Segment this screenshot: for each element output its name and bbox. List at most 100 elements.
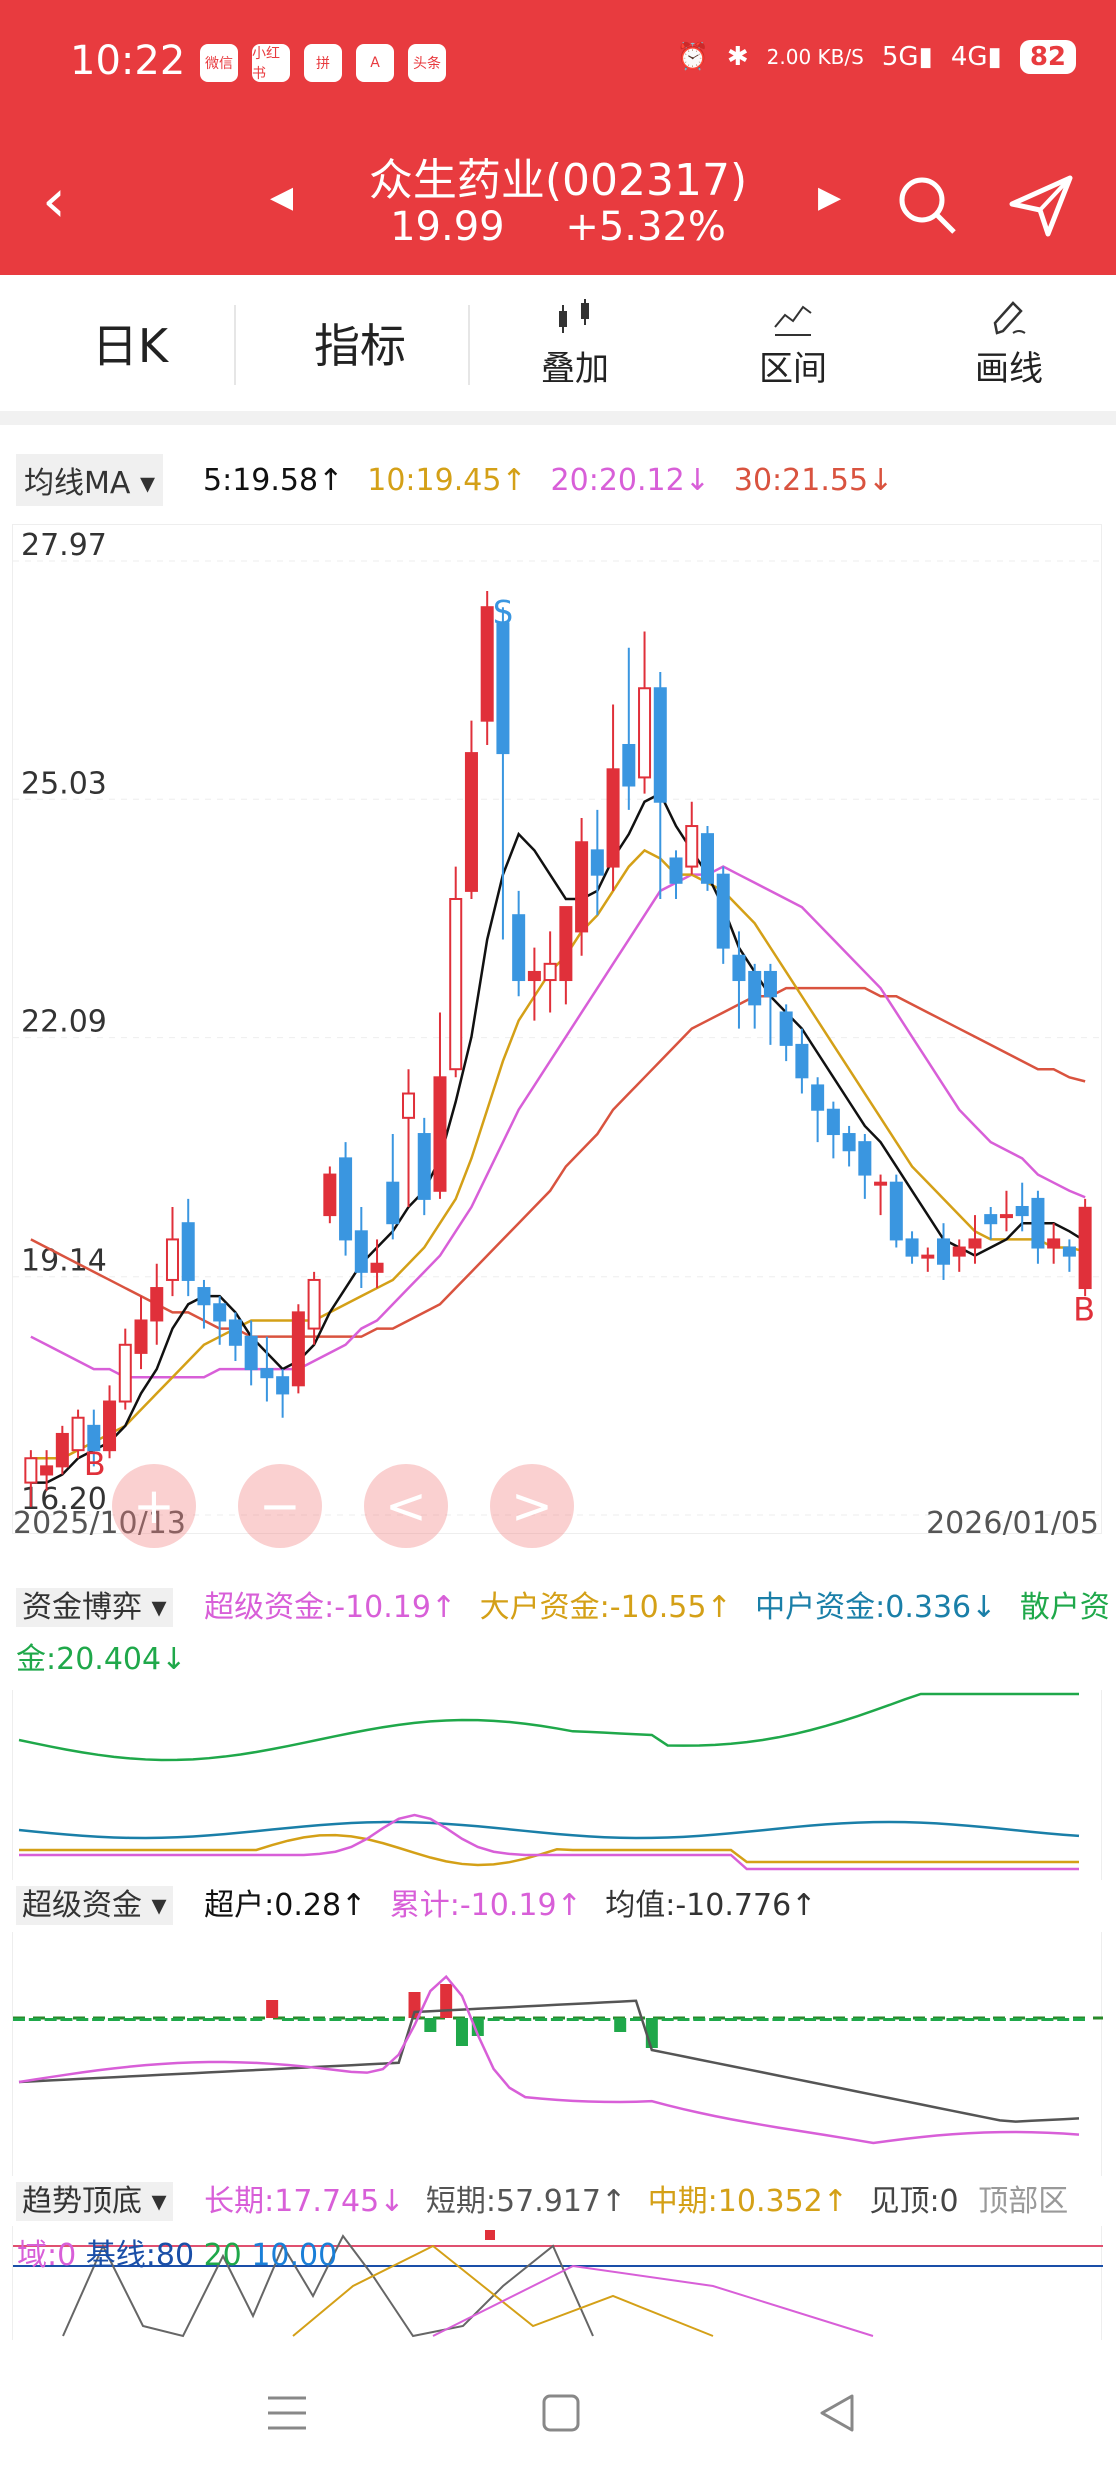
super-capital-bar	[76, 2018, 89, 2021]
y-tick-label: 16.20	[21, 1482, 107, 1517]
mean-value: 均值:-10.776↑	[605, 1888, 817, 1923]
menu-icon[interactable]	[262, 2388, 312, 2438]
candle-body	[889, 1181, 903, 1241]
sell-mark: S	[493, 593, 513, 631]
super-capital-bar	[202, 2018, 215, 2021]
candle-body	[433, 1076, 447, 1192]
trend-mid-value: 中期:10.352↑	[647, 2184, 848, 2219]
super-capital-bar	[677, 2018, 690, 2021]
candle-body	[874, 1181, 888, 1186]
indicator-label: 指标	[314, 319, 406, 373]
super-capital-bar	[566, 2018, 579, 2021]
capital-game-selector[interactable]: 资金博弈 ▾	[16, 1588, 173, 1627]
super-capital-bar	[867, 2018, 880, 2021]
indicator-button[interactable]: 指标	[260, 275, 460, 411]
super-capital-bar	[1057, 2018, 1070, 2021]
trend-selector[interactable]: 趋势顶底 ▾	[16, 2182, 173, 2221]
candle-body	[952, 1246, 966, 1257]
candle-body	[653, 687, 667, 803]
candle-body	[291, 1311, 305, 1387]
super-capital-legend: 超级资金 ▾ 超户:0.28↑ 累计:-10.19↑ 均值:-10.776↑	[0, 1880, 1116, 1932]
super-capital-bar	[107, 2018, 120, 2021]
candle-body	[244, 1335, 258, 1371]
super-capital-bar	[503, 2018, 516, 2021]
scroll-left-button[interactable]: <	[364, 1464, 448, 1548]
share-icon[interactable]	[1006, 170, 1076, 240]
alipay-icon: A	[356, 44, 394, 82]
range-button[interactable]: 区间	[728, 275, 858, 411]
candle-body	[417, 1133, 431, 1200]
capital-game-name: 资金博弈	[22, 1590, 142, 1625]
ma5-line	[30, 791, 1086, 1484]
period-label: 日K	[91, 319, 169, 373]
super-capital-bar	[1025, 2018, 1038, 2021]
super-capital-bar	[772, 2018, 785, 2021]
ma10-value: 10:19.45↑	[367, 462, 527, 498]
trend-long-value: 长期:17.745↓	[204, 2184, 405, 2219]
home-icon[interactable]	[536, 2388, 586, 2438]
back-icon[interactable]: ‹	[42, 166, 66, 236]
xiaohongshu-icon: 小红书	[252, 44, 290, 82]
trend-name: 趋势顶底	[22, 2184, 142, 2219]
trend-mid-line	[292, 2244, 714, 2337]
super-capital-bar	[709, 2018, 722, 2021]
trend-10-label: 10.00	[251, 2238, 338, 2273]
candle-body	[826, 1108, 840, 1136]
mean-line	[18, 1999, 1080, 2123]
kline-chart[interactable]: 27.97 25.03 22.09 19.14 16.20 B S B 2025/10/13 20…	[12, 524, 1103, 1541]
super-capital-bar	[614, 2018, 627, 2032]
super-capital-bar	[993, 2018, 1006, 2021]
trend-svg	[13, 2230, 1103, 2338]
status-bar: 10:22 微信 小红书 拼 A 头条 ⏰ ✱ 2.00 KB/S 5G▮ 4G…	[0, 0, 1116, 130]
candle-body	[1031, 1197, 1045, 1249]
super-capital-name: 超级资金	[22, 1888, 142, 1923]
super-capital-bar	[281, 2018, 294, 2021]
candle-body	[1078, 1206, 1092, 1290]
super-capital-bar	[60, 2018, 73, 2021]
candle-body	[165, 1238, 179, 1281]
super-capital-bar	[187, 2018, 200, 2021]
super-capital-bar	[535, 2018, 548, 2021]
overlay-button[interactable]: 叠加	[510, 275, 640, 411]
candle-body	[669, 857, 683, 884]
top-signal-mark	[485, 2230, 495, 2240]
next-stock-icon[interactable]: ▶	[818, 180, 842, 215]
trend-short-value: 短期:57.917↑	[425, 2184, 627, 2219]
super-capital-bar	[297, 2018, 310, 2021]
super-capital-bar	[550, 2018, 563, 2021]
super-capital-bar	[234, 2018, 247, 2021]
trend-domain-label: 域:0	[17, 2238, 77, 2273]
stock-change: +5.32%	[565, 204, 726, 250]
candle-body	[370, 1262, 384, 1273]
retail-capital-value: 散户资金:20.404↓	[16, 1590, 1110, 1677]
capital-line	[19, 1833, 1079, 1867]
signal-5g-icon: 5G▮	[881, 42, 933, 72]
candle-body	[543, 962, 557, 982]
period-button[interactable]: 日K	[40, 275, 220, 411]
super-capital-bar	[1041, 2018, 1054, 2021]
candle-body	[496, 622, 510, 755]
draw-label: 画线	[975, 348, 1043, 389]
capital-game-panel	[12, 1690, 1102, 1880]
scroll-right-button[interactable]: >	[490, 1464, 574, 1548]
back-nav-icon[interactable]	[812, 2388, 862, 2438]
overlay-label: 叠加	[541, 348, 609, 389]
search-icon[interactable]	[892, 170, 962, 240]
ma-selector[interactable]: 均线MA ▾	[16, 454, 164, 506]
zoom-in-button[interactable]: +	[112, 1464, 196, 1548]
draw-button[interactable]: 画线	[944, 275, 1074, 411]
super-capital-bar	[598, 2018, 611, 2021]
candle-body	[779, 1011, 793, 1046]
prev-stock-icon[interactable]: ◀	[270, 180, 294, 215]
super-capital-bar	[155, 2018, 168, 2021]
super-capital-bar	[471, 2018, 484, 2036]
super-capital-selector[interactable]: 超级资金 ▾	[16, 1886, 173, 1925]
super-capital-bar	[487, 2018, 500, 2021]
super-capital-bar	[455, 2018, 468, 2046]
candle-body	[323, 1173, 337, 1217]
y-tick-label: 27.97	[21, 528, 107, 563]
candle-body	[354, 1230, 368, 1273]
super-capital-bar	[819, 2018, 832, 2021]
trend-legend: 趋势顶底 ▾ 长期:17.745↓ 短期:57.917↑ 中期:10.352↑ …	[0, 2176, 1116, 2228]
zoom-out-button[interactable]: −	[238, 1464, 322, 1548]
